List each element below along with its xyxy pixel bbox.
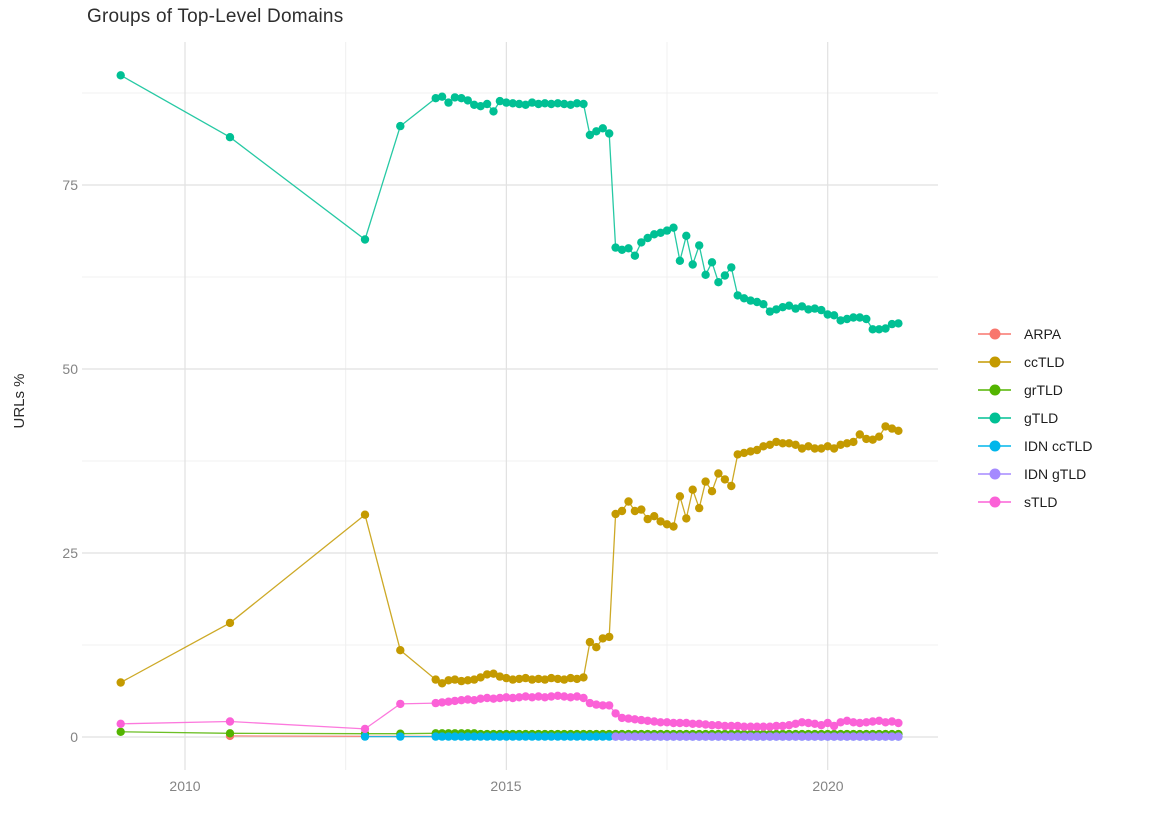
legend-key-icon — [978, 496, 1011, 508]
legend-label: IDN ccTLD — [1024, 438, 1093, 454]
x-tick-label-2010: 2010 — [169, 778, 201, 794]
legend-label: IDN gTLD — [1024, 466, 1087, 482]
y-tick-label-75: 75 — [62, 177, 78, 193]
legend-item-idn-cctld: IDN ccTLD — [978, 432, 1092, 460]
chart-title: Groups of Top-Level Domains — [87, 6, 344, 27]
y-tick-label-0: 0 — [70, 729, 78, 745]
legend-label: ccTLD — [1024, 354, 1065, 370]
legend-label: ARPA — [1024, 326, 1062, 342]
legend-label: grTLD — [1024, 382, 1063, 398]
legend-item-grtld: grTLD — [978, 376, 1092, 404]
legend-key-icon — [978, 384, 1011, 396]
y-axis-title: URLs % — [11, 373, 28, 429]
legend-item-cctld: ccTLD — [978, 348, 1092, 376]
legend-key-icon — [978, 328, 1011, 340]
legend-item-gtld: gTLD — [978, 404, 1092, 432]
y-tick-label-25: 25 — [62, 545, 78, 561]
chart-legend: ARPA ccTLD grTLD gTLD — [978, 320, 1092, 516]
legend-key-icon — [978, 440, 1011, 452]
legend-key-icon — [978, 468, 1011, 480]
legend-item-arpa: ARPA — [978, 320, 1092, 348]
legend-item-idn-gtld: IDN gTLD — [978, 460, 1092, 488]
y-tick-label-50: 50 — [62, 361, 78, 377]
x-tick-label-2015: 2015 — [490, 778, 522, 794]
legend-label: sTLD — [1024, 494, 1058, 510]
legend-item-stld: sTLD — [978, 488, 1092, 516]
legend-key-icon — [978, 356, 1011, 368]
legend-label: gTLD — [1024, 410, 1059, 426]
x-tick-label-2020: 2020 — [812, 778, 844, 794]
legend-key-icon — [978, 412, 1011, 424]
